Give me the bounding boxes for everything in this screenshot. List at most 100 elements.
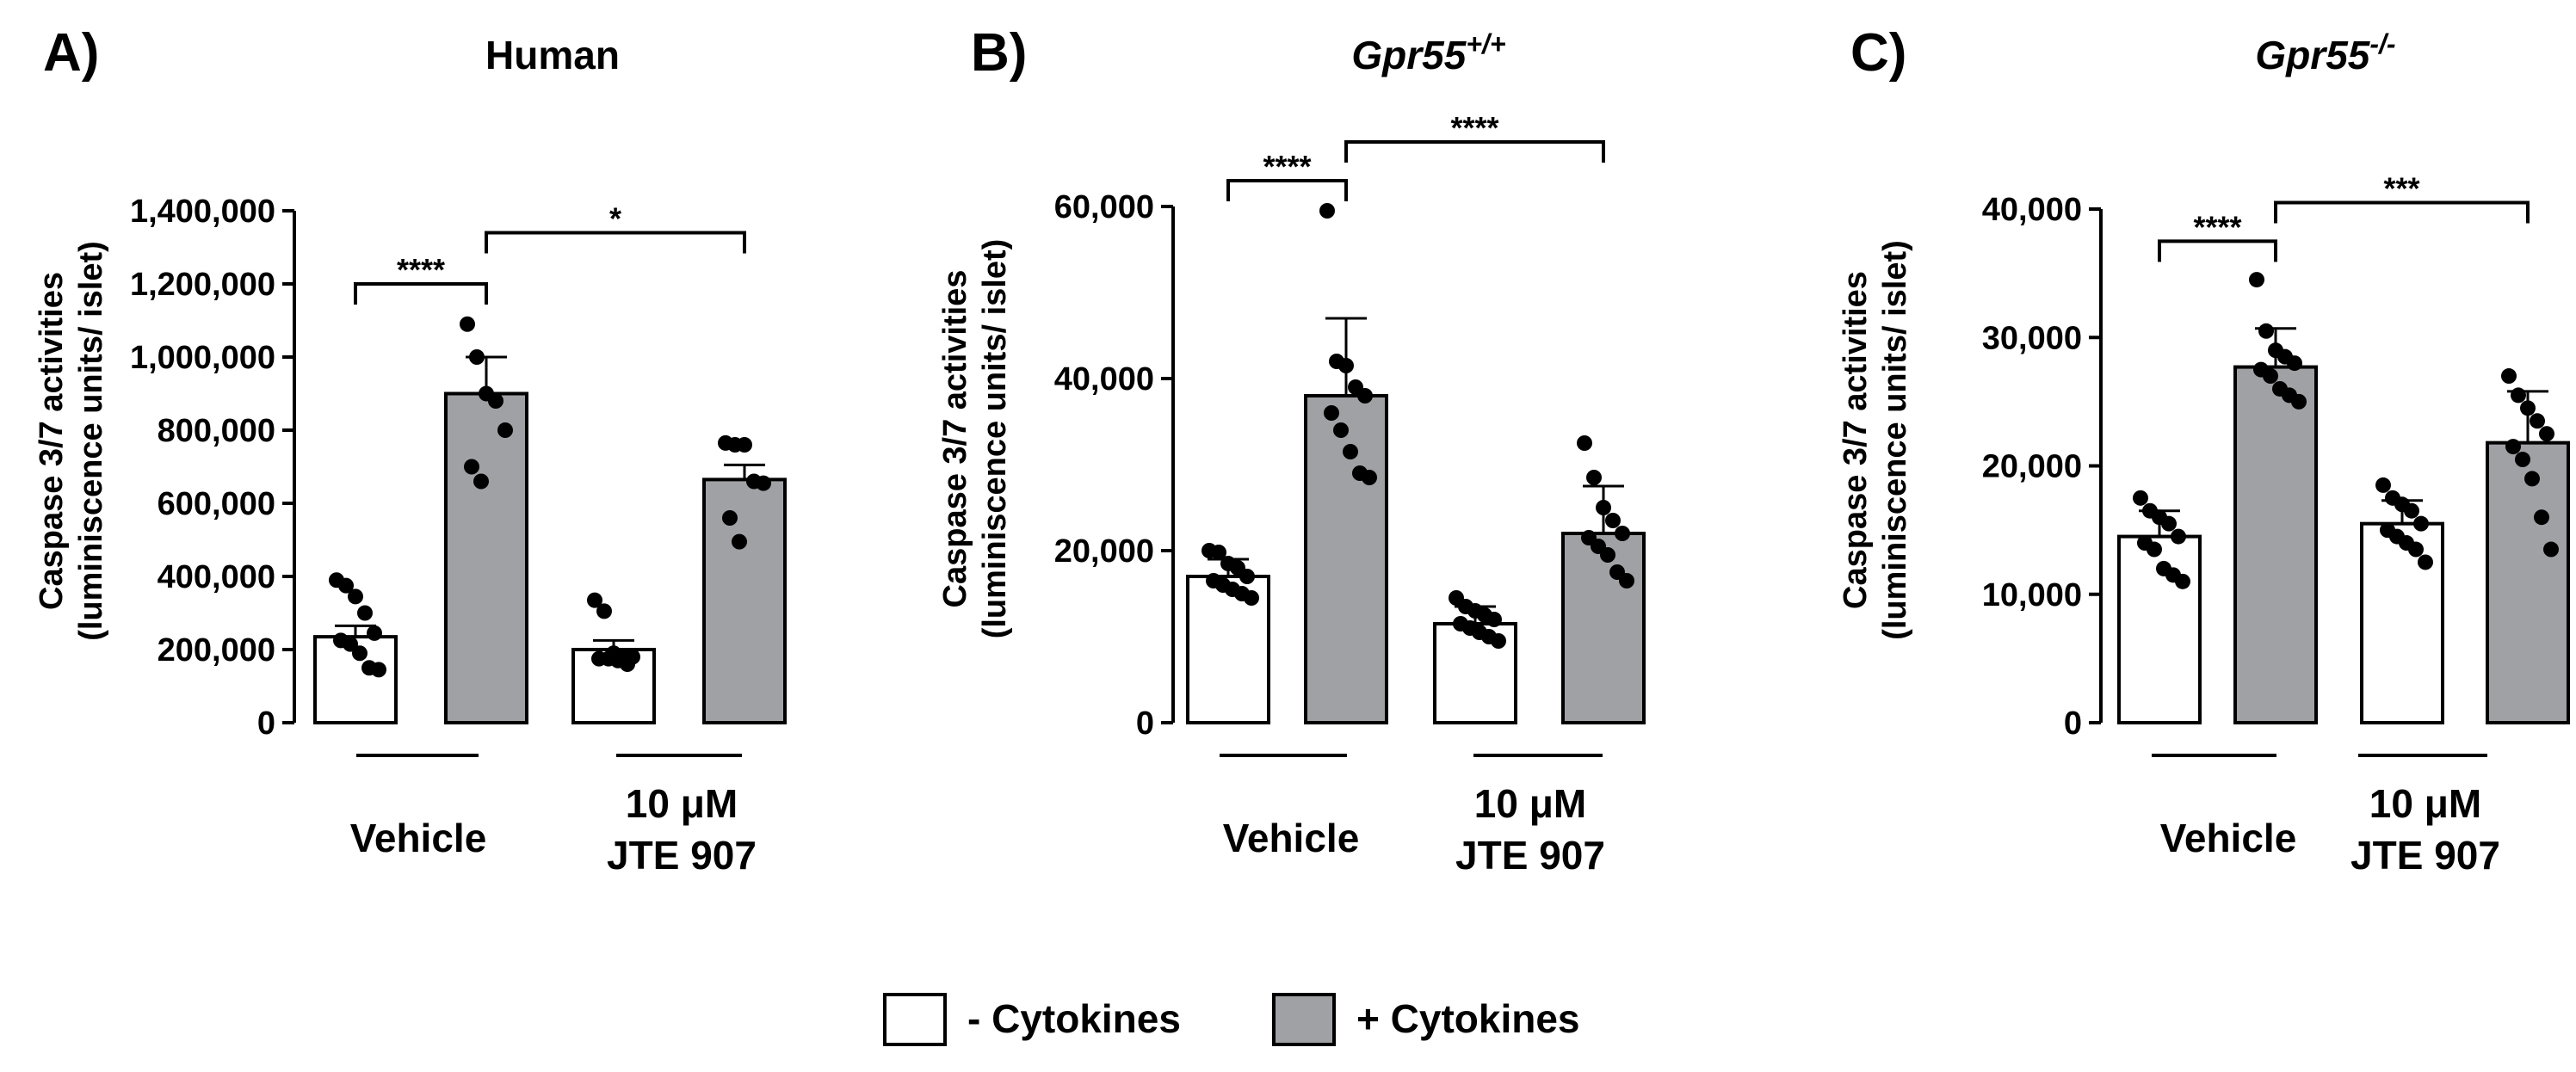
data-point: [1577, 435, 1592, 451]
y-tick-label: 10,000: [1982, 577, 2082, 613]
bar-plus-cytokines: [2486, 441, 2570, 724]
y-tick-label: 1,200,000: [130, 267, 275, 303]
data-point: [732, 533, 747, 550]
y-tick-label: 0: [2064, 705, 2082, 742]
panel-title: Human: [485, 33, 620, 77]
data-point: [1619, 573, 1634, 588]
significance-bracket: [1226, 179, 1348, 201]
data-point: [2520, 400, 2536, 416]
bar-plus-cytokines: [1561, 532, 1646, 724]
data-point: [722, 510, 738, 526]
y-axis-label: Caspase 3/7 activities: [34, 272, 70, 610]
data-point: [2404, 502, 2419, 519]
data-point: [348, 588, 363, 605]
significance-label: ****: [1450, 110, 1498, 145]
data-point: [2515, 452, 2530, 468]
y-tick-label: 200,000: [158, 632, 275, 668]
data-point: [2133, 490, 2148, 506]
data-point: [2249, 272, 2264, 288]
y-tick-label: 60,000: [1054, 189, 1154, 225]
data-point: [620, 656, 635, 672]
data-point: [2375, 477, 2391, 493]
data-point: [497, 422, 513, 438]
significance-label: *: [609, 201, 621, 237]
data-point: [2524, 471, 2540, 487]
data-point: [1586, 470, 1602, 485]
data-point: [2258, 323, 2274, 339]
data-point: [1239, 569, 1255, 584]
data-point: [2263, 368, 2278, 385]
data-point: [1338, 358, 1354, 373]
bar-plus-cytokines: [702, 477, 787, 724]
data-point: [469, 349, 485, 365]
data-point: [2287, 355, 2302, 372]
data-point: [2543, 541, 2559, 558]
bar-plus-cytokines: [444, 391, 528, 724]
significance-bracket: [2158, 239, 2277, 262]
data-point: [587, 592, 602, 608]
y-axis-label: Caspase 3/7 activities: [937, 270, 973, 608]
legend-swatch-minus-cytokines: [883, 993, 947, 1046]
panel-label: A): [43, 23, 99, 83]
data-point: [2171, 528, 2186, 545]
y-tick-label: 600,000: [158, 486, 275, 522]
y-axis-label-units: (luminiscence units/ islet): [73, 241, 109, 641]
data-point: [2501, 368, 2517, 385]
data-point: [1319, 203, 1335, 219]
y-tick-label: 40,000: [1054, 361, 1154, 397]
data-point: [1491, 633, 1506, 649]
data-point: [1211, 545, 1226, 560]
data-point: [1333, 422, 1349, 438]
data-point: [1600, 547, 1615, 563]
data-point: [1324, 405, 1339, 421]
y-tick-label: 0: [257, 705, 275, 742]
legend-swatch-plus-cytokines: [1272, 993, 1336, 1046]
data-point: [737, 437, 752, 453]
data-point: [2175, 573, 2190, 589]
chart-panel-2: B) Gpr55+/+ Caspase 3/7 activities (luminis…: [937, 23, 1646, 878]
y-tick-label: 800,000: [158, 413, 275, 449]
data-point: [2539, 426, 2554, 442]
legend-label-minus-cytokines: - Cytokines: [967, 996, 1181, 1041]
x-group-label: JTE 907: [607, 833, 757, 878]
data-point: [596, 603, 612, 619]
data-point: [1244, 590, 1259, 606]
panel-label: B): [971, 23, 1027, 83]
y-tick-label: 1,400,000: [130, 194, 275, 230]
data-point: [2418, 554, 2433, 570]
data-point: [2291, 393, 2307, 410]
significance-bracket: [354, 282, 488, 305]
y-axis-label-units: (luminiscence units/ islet): [977, 239, 1013, 639]
y-tick-label: 20,000: [1054, 533, 1154, 570]
y-tick-label: 1,000,000: [130, 340, 275, 376]
data-point: [1596, 500, 1611, 515]
bar-minus-cytokines: [2360, 521, 2444, 724]
x-group-label: Vehicle: [1223, 816, 1360, 860]
y-tick-label: 40,000: [1982, 192, 2082, 228]
panel-label: C): [1850, 23, 1906, 83]
data-point: [367, 625, 382, 641]
data-point: [1605, 513, 1621, 528]
y-tick-label: 20,000: [1982, 449, 2082, 485]
y-tick-label: 30,000: [1982, 320, 2082, 356]
bar-plus-cytokines: [1304, 394, 1388, 724]
y-axis-label: Caspase 3/7 activities: [1838, 271, 1874, 609]
data-point: [338, 577, 354, 594]
x-group-label: Vehicle: [350, 816, 487, 860]
data-point: [2530, 413, 2545, 429]
y-tick-label: 400,000: [158, 559, 275, 595]
x-group-label: Vehicle: [2160, 816, 2297, 860]
panel-title: Gpr55-/-: [2255, 28, 2395, 77]
data-point: [473, 473, 489, 490]
y-axis-label-units: (luminiscence units/ islet): [1877, 240, 1913, 640]
data-point: [2413, 515, 2429, 532]
data-point: [2408, 541, 2424, 558]
x-group-label: JTE 907: [1455, 833, 1605, 878]
data-point: [756, 475, 771, 491]
x-group-label: 10 μM: [626, 781, 738, 826]
significance-label: ****: [397, 252, 445, 287]
chart-panel-1: A) Human Caspase 3/7 activities (luminiscen…: [34, 23, 787, 878]
x-group-label: 10 μM: [1474, 781, 1586, 826]
data-point: [2511, 387, 2526, 404]
